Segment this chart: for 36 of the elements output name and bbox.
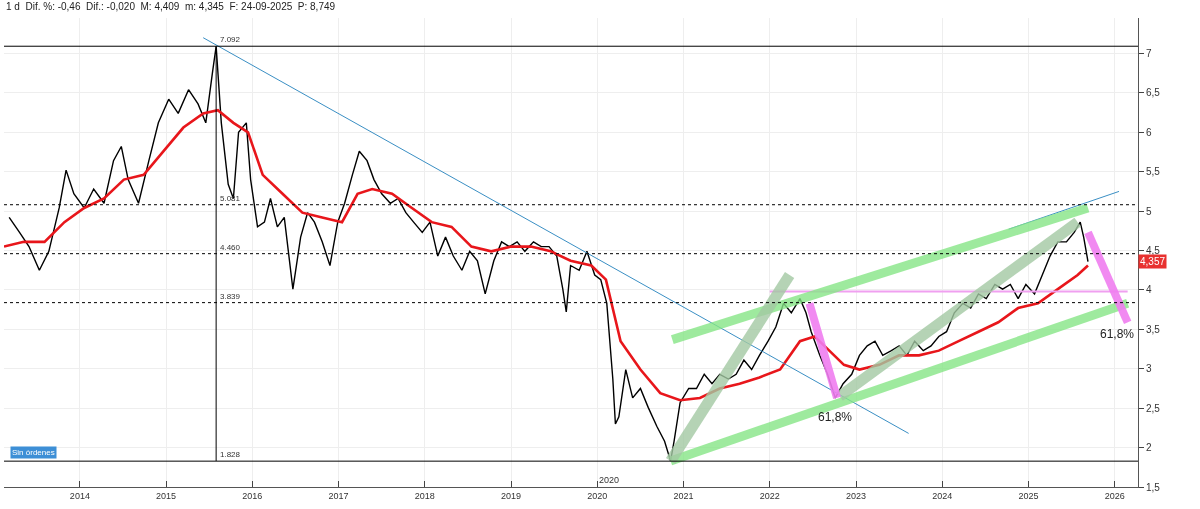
y-tick-label: 6: [1146, 126, 1152, 138]
x-tick-label: 2022: [759, 490, 780, 501]
y-tick-label: 2: [1146, 442, 1152, 454]
x-tick-label: 2019: [501, 490, 522, 501]
x-tick-label: 2026: [1104, 490, 1125, 501]
x-tick-label: 2023: [845, 490, 867, 501]
y-tick-label: 3,5: [1146, 323, 1161, 335]
x-tick-label: 2020: [587, 490, 608, 501]
x-tick-label: 2017: [328, 490, 349, 501]
ref-line-label: 5.081: [220, 194, 241, 203]
y-tick-label: 4: [1146, 284, 1152, 296]
y-tick-label: 6,5: [1146, 87, 1161, 99]
ref-line-label: 1.828: [220, 450, 241, 459]
x-tick-label: 2018: [414, 490, 435, 501]
x-tick-label: 2021: [673, 490, 694, 501]
x-tick-label: 2024: [932, 490, 953, 501]
x-tick-label: 2016: [242, 490, 263, 501]
chart-title: 1 d Dif. %: -0,46 Dif.: -0,020 M: 4,409 m: 4,345 F: 24-09-2025 P: 8,749: [6, 0, 336, 12]
annotation: 2020: [599, 475, 620, 485]
y-tick-label: 1,5: [1146, 481, 1161, 493]
y-tick-label: 3: [1146, 363, 1152, 375]
y-tick-label: 7: [1146, 47, 1152, 59]
x-tick-label: 2015: [156, 490, 177, 501]
annotation: Sin órdenes: [12, 448, 55, 457]
annotation: 61,8%: [818, 410, 853, 424]
y-tick-label: 4,5: [1146, 245, 1161, 257]
ref-line-label: 4.460: [220, 243, 241, 252]
x-tick-label: 2014: [69, 490, 90, 501]
x-tick-label: 2025: [1018, 490, 1039, 501]
annotation: 61,8%: [1100, 327, 1135, 341]
y-tick-label: 2,5: [1146, 402, 1161, 414]
y-tick-label: 5: [1146, 205, 1152, 217]
annotation: 4,357: [1140, 256, 1166, 267]
y-tick-label: 5,5: [1146, 166, 1161, 178]
ref-line-label: 7.092: [220, 35, 241, 44]
ref-line-label: 3.839: [220, 292, 241, 301]
